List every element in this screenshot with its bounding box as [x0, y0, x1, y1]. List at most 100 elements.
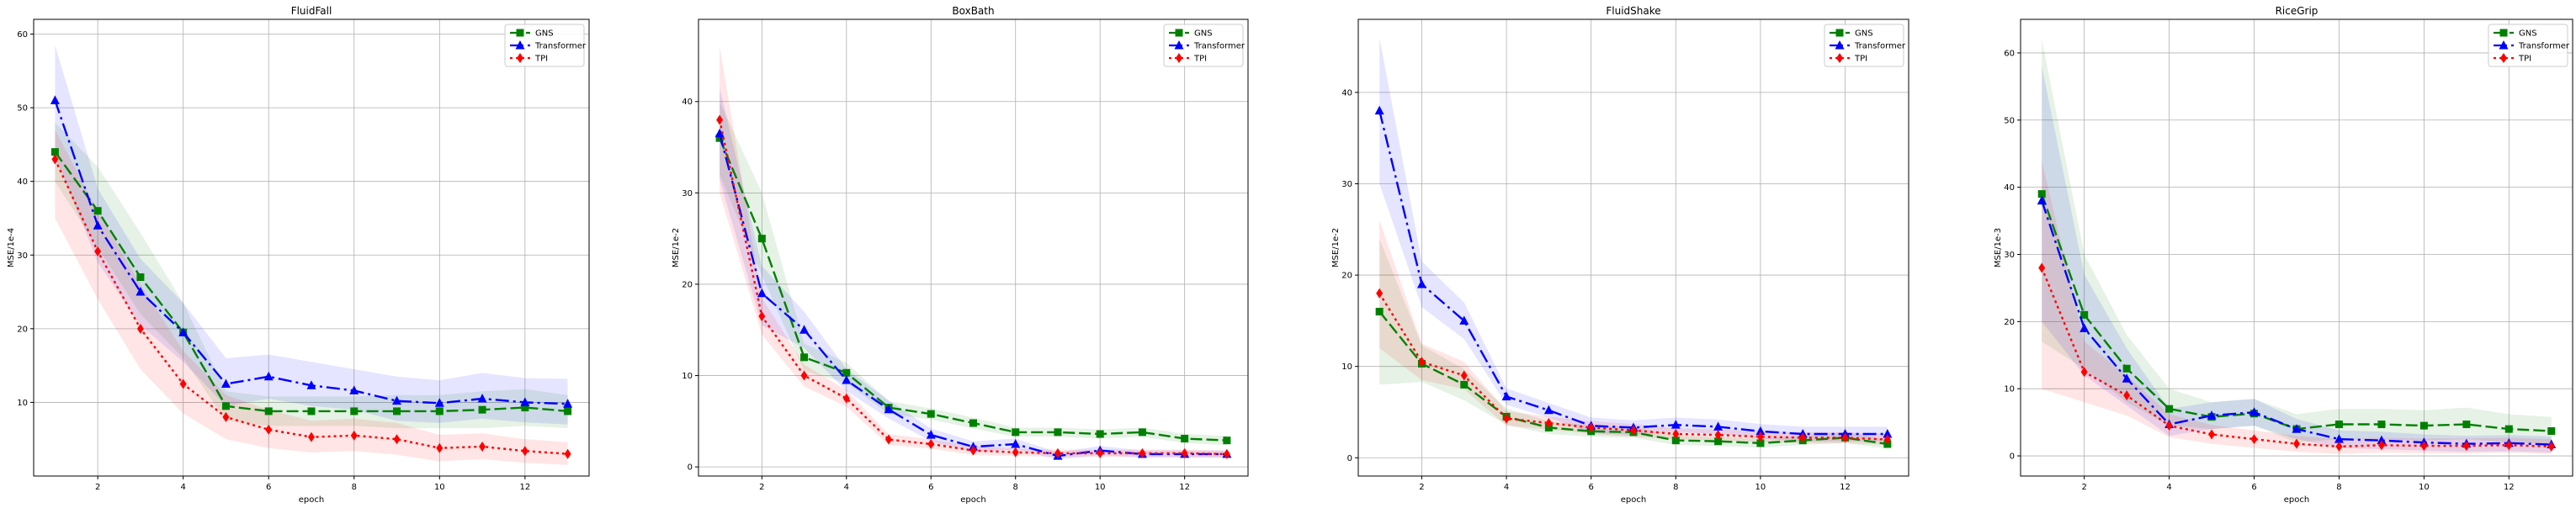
data-point-gns: [1375, 308, 1384, 316]
x-tick-label: 4: [2166, 483, 2171, 492]
x-tick-label: 10: [1755, 483, 1766, 492]
data-point-gns: [50, 148, 59, 156]
data-point-transformer: [884, 404, 894, 414]
x-tick-label: 10: [434, 483, 445, 492]
x-tick-label: 12: [519, 483, 530, 492]
band-gns: [55, 122, 568, 429]
data-point-tpi: [758, 310, 766, 321]
data-point-tpi: [2505, 440, 2513, 451]
data-point-transformer: [1713, 421, 1724, 431]
data-point-transformer: [306, 380, 316, 389]
data-point-tpi: [1587, 422, 1595, 433]
data-point-gns: [136, 273, 145, 282]
data-point-gns: [2504, 425, 2513, 433]
legend-box: [1163, 24, 1244, 67]
x-tick-label: 4: [181, 483, 186, 492]
legend-label: GNS: [1855, 29, 1873, 39]
data-point-gns: [2334, 421, 2343, 429]
data-point-tpi: [1545, 418, 1553, 429]
chart-fluidshake: 2 4 6 8 10 12 0 10 20 30 40 FluidShake epoch MSE/1e-2…: [1331, 5, 1909, 505]
y-tick-label: 60: [2004, 49, 2015, 58]
y-axis-label: MSE/1e-2: [672, 228, 681, 267]
legend-marker: [515, 40, 525, 50]
data-point-transformer: [263, 371, 274, 381]
data-point-tpi: [716, 114, 724, 125]
legend-item-transformer: Transformer: [2494, 40, 2570, 51]
x-tick-label: 2: [2082, 483, 2087, 492]
chart-title: BoxBath: [952, 5, 994, 17]
y-tick-label: 30: [17, 251, 28, 261]
data-point-tpi: [1799, 432, 1807, 443]
data-point-tpi: [94, 246, 102, 257]
legend-item-transformer: Transformer: [510, 40, 587, 51]
data-point-gns: [435, 407, 443, 415]
data-point-tpi: [564, 448, 571, 459]
y-axis-label: MSE/1e-3: [1994, 228, 2003, 267]
data-point-tpi: [2293, 438, 2300, 449]
data-point-tpi: [179, 378, 187, 389]
data-point-transformer: [1543, 405, 1554, 415]
data-point-tpi: [350, 430, 358, 441]
legend-label: GNS: [535, 29, 554, 39]
legend: GNS Transformer TPI: [504, 24, 587, 67]
legend-label: TPI: [534, 55, 548, 64]
data-point-tpi: [2250, 434, 2258, 445]
x-axis-label: epoch: [2284, 495, 2309, 505]
chart-title: FluidShake: [1606, 5, 1660, 17]
y-tick-label: 10: [1341, 362, 1352, 372]
y-tick-label: 40: [17, 177, 28, 187]
x-tick-label: 6: [266, 483, 271, 492]
y-tick-label: 60: [17, 30, 28, 40]
y-tick-label: 30: [1341, 180, 1352, 189]
x-tick-label: 12: [2504, 483, 2515, 492]
data-point-tpi: [1841, 432, 1849, 443]
data-point-tpi: [1054, 447, 1061, 458]
legend-item-tpi: TPI: [510, 53, 548, 64]
x-axis-label: epoch: [1621, 495, 1646, 505]
data-point-tpi: [2080, 367, 2088, 378]
x-tick-label: 8: [1673, 483, 1678, 492]
x-tick-label: 2: [1419, 483, 1424, 492]
data-point-tpi: [1756, 431, 1764, 442]
data-point-transformer: [842, 374, 852, 384]
data-point-transformer: [349, 385, 359, 394]
y-tick-label: 20: [682, 280, 693, 289]
y-tick-label: 0: [688, 463, 693, 473]
data-point-tpi: [842, 393, 850, 404]
x-tick-label: 8: [1013, 483, 1018, 492]
data-point-tpi: [2547, 441, 2555, 452]
data-point-transformer: [178, 327, 189, 336]
x-tick-label: 2: [95, 483, 100, 492]
y-tick-label: 20: [17, 325, 28, 334]
data-point-gns: [393, 407, 401, 415]
data-point-transformer: [50, 95, 60, 104]
data-point-gns: [2165, 405, 2174, 413]
y-tick-label: 50: [17, 104, 28, 114]
legend-marker: [2499, 29, 2508, 37]
data-point-gns: [757, 235, 766, 243]
chart-title: FluidFall: [291, 5, 332, 17]
data-point-tpi: [51, 154, 59, 165]
legend-item-gns: GNS: [1169, 29, 1213, 39]
legend-item-transformer: Transformer: [1830, 40, 1906, 51]
data-point-gns: [521, 404, 529, 412]
y-tick-label: 50: [2004, 116, 2015, 125]
data-point-gns: [1096, 430, 1104, 438]
data-point-transformer: [135, 287, 146, 296]
data-point-transformer: [1011, 438, 1021, 448]
data-point-tpi: [1139, 447, 1146, 458]
y-tick-label: 20: [2004, 318, 2015, 327]
x-tick-label: 12: [1840, 483, 1851, 492]
data-point-tpi: [1883, 434, 1891, 445]
data-point-transformer: [714, 128, 725, 138]
data-point-gns: [2037, 190, 2046, 198]
data-point-gns: [800, 353, 809, 362]
data-point-gns: [564, 407, 572, 415]
x-tick-label: 8: [352, 483, 357, 492]
data-point-transformer: [2079, 323, 2090, 332]
y-tick-label: 10: [2004, 385, 2015, 394]
data-point-tpi: [1012, 447, 1019, 458]
data-point-tpi: [2208, 429, 2216, 440]
data-point-transformer: [1883, 429, 1893, 438]
legend-label: Transformer: [2518, 42, 2570, 51]
